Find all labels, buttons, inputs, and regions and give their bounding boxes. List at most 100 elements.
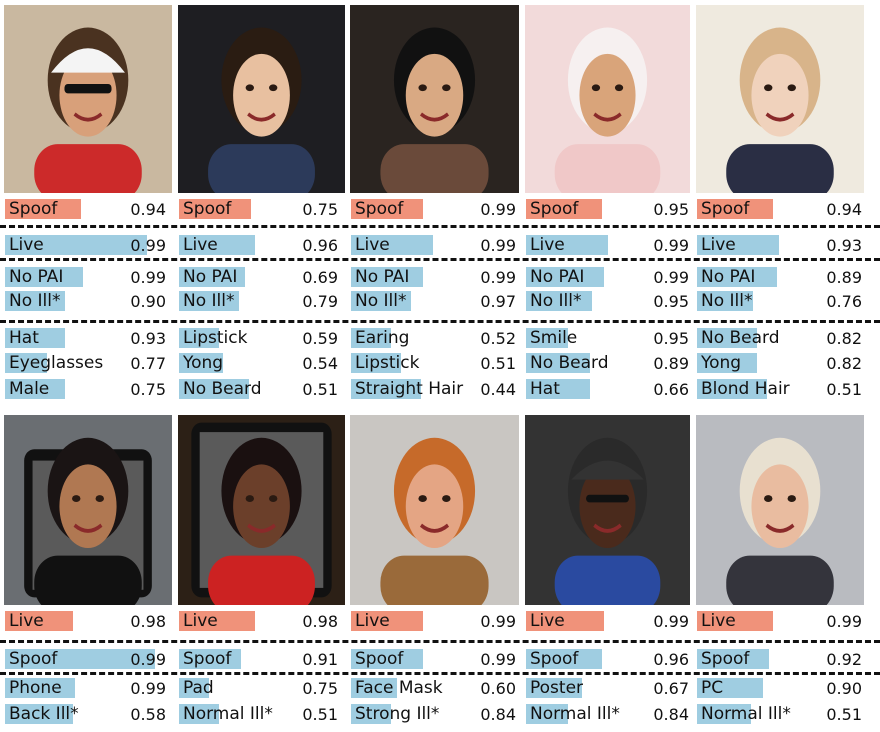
score-bar (697, 267, 777, 287)
prediction-score: 0.93 (130, 329, 166, 348)
score-bar (526, 678, 582, 698)
prediction-label: No PAI (530, 267, 585, 287)
prediction-score: 0.94 (130, 200, 166, 219)
prediction-label: No Beard (183, 379, 262, 399)
score-bar (697, 678, 763, 698)
prediction-label: Hat (530, 379, 560, 399)
prediction-label: Phone (9, 678, 62, 698)
prediction-score: 0.96 (653, 650, 689, 669)
second-prediction: Live (526, 234, 644, 256)
prediction-label: Blond Hair (701, 379, 790, 399)
prediction-label: Lipstick (183, 328, 248, 348)
top-prediction: Live (5, 610, 121, 632)
face-photo (696, 415, 864, 605)
prediction-score: 0.51 (302, 380, 338, 399)
score-bar (526, 649, 602, 669)
prediction-score: 0.93 (826, 236, 862, 255)
face-photo (4, 415, 172, 605)
prediction-label: No PAI (9, 267, 64, 287)
prediction-label: No Beard (530, 353, 609, 373)
score-bar (351, 328, 391, 348)
score-bar (179, 678, 209, 698)
prediction-label: Normal Ill* (701, 704, 791, 724)
score-bar (179, 379, 249, 399)
prediction-score: 0.82 (826, 354, 862, 373)
dashed-separator (0, 640, 880, 643)
prediction-score: 0.67 (653, 679, 689, 698)
prediction-label: Spoof (701, 199, 750, 219)
prediction-score: 0.99 (653, 236, 689, 255)
second-prediction: Spoof (526, 648, 644, 670)
prediction-label: Yong (183, 353, 224, 373)
attack-prediction: No PAI (351, 266, 471, 288)
attribute-prediction: Straight Hair (351, 378, 471, 400)
prediction-label: No Ill* (701, 291, 753, 311)
second-prediction: Live (351, 234, 471, 256)
top-prediction: Live (179, 610, 293, 632)
prediction-label: No Ill* (355, 291, 407, 311)
prediction-score: 0.95 (653, 200, 689, 219)
attribute-prediction: Yong (697, 352, 817, 374)
attack-prediction: Normal Ill* (697, 703, 817, 725)
face-photo (350, 5, 519, 193)
prediction-score: 0.97 (480, 292, 516, 311)
top-prediction: Live (526, 610, 644, 632)
second-prediction: Spoof (179, 648, 293, 670)
prediction-score: 0.75 (302, 679, 338, 698)
face-photo (525, 5, 690, 193)
prediction-score: 0.99 (480, 200, 516, 219)
prediction-label: No Ill* (530, 291, 582, 311)
prediction-score: 0.92 (826, 650, 862, 669)
attack-prediction: No PAI (526, 266, 644, 288)
prediction-score: 0.82 (826, 329, 862, 348)
prediction-score: 0.75 (130, 380, 166, 399)
prediction-score: 0.89 (653, 354, 689, 373)
prediction-label: Eyeglasses (9, 353, 104, 373)
prediction-score: 0.99 (480, 268, 516, 287)
prediction-label: Live (701, 235, 736, 255)
score-bar (351, 291, 411, 311)
prediction-score: 0.51 (480, 354, 516, 373)
score-bar (5, 649, 155, 669)
score-bar (179, 199, 251, 219)
prediction-label: No Ill* (183, 291, 235, 311)
attack-prediction: Back Ill* (5, 703, 121, 725)
prediction-score: 0.95 (653, 292, 689, 311)
prediction-label: Spoof (355, 199, 404, 219)
prediction-score: 0.54 (302, 354, 338, 373)
score-bar (179, 704, 219, 724)
top-prediction: Spoof (351, 198, 471, 220)
prediction-score: 0.99 (826, 612, 862, 631)
score-bar (526, 704, 568, 724)
attack-prediction: No Ill* (5, 290, 121, 312)
prediction-label: Live (355, 235, 390, 255)
face-photo (350, 415, 519, 605)
score-bar (179, 611, 255, 631)
face-photo (178, 415, 345, 605)
score-bar (351, 649, 423, 669)
score-bar (697, 199, 773, 219)
attribute-prediction: Smile (526, 327, 644, 349)
prediction-label: Spoof (183, 649, 232, 669)
score-bar (5, 291, 65, 311)
second-prediction: Live (179, 234, 293, 256)
prediction-score: 0.99 (130, 679, 166, 698)
attack-prediction: No PAI (5, 266, 121, 288)
attribute-prediction: Lipstick (179, 327, 293, 349)
prediction-score: 0.99 (653, 268, 689, 287)
attack-prediction: Normal Ill* (179, 703, 293, 725)
score-bar (179, 267, 245, 287)
prediction-label: Spoof (530, 649, 579, 669)
second-prediction: Live (697, 234, 817, 256)
score-bar (526, 235, 608, 255)
prediction-score: 0.52 (480, 329, 516, 348)
attribute-prediction: No Beard (526, 352, 644, 374)
prediction-label: Smile (530, 328, 578, 348)
prediction-label: Face Mask (355, 678, 443, 698)
attack-prediction: PC (697, 677, 817, 699)
score-bar (351, 353, 401, 373)
score-bar (351, 199, 423, 219)
attack-prediction: Poster (526, 677, 644, 699)
prediction-score: 0.91 (302, 650, 338, 669)
score-bar (351, 267, 423, 287)
